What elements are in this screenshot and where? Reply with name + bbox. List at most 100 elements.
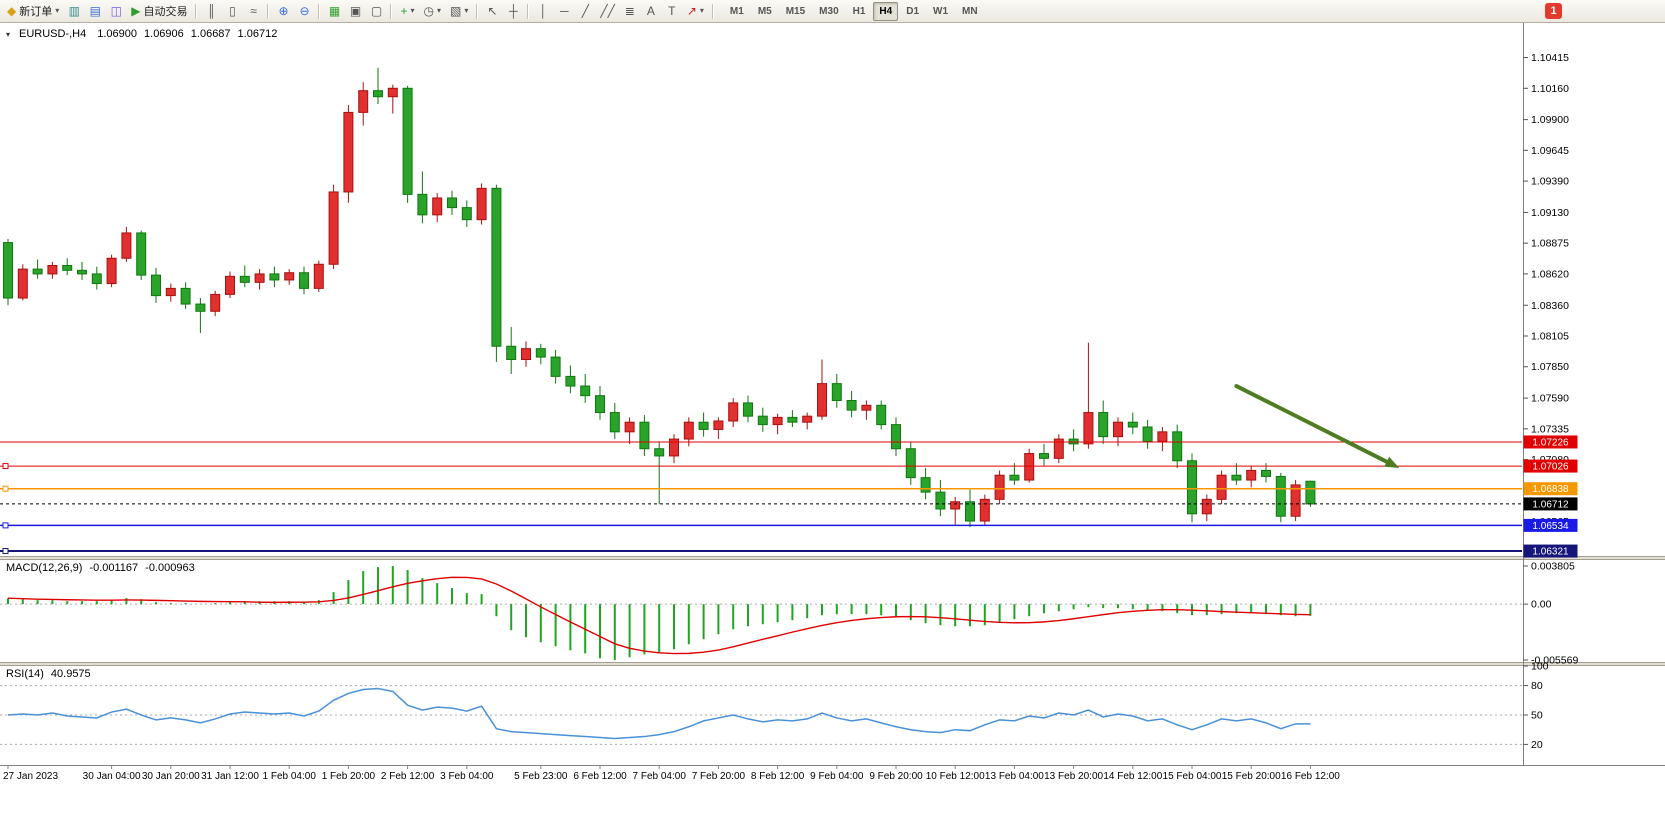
channel-tool-button[interactable]: ╱╱ bbox=[596, 1, 618, 21]
svg-text:20: 20 bbox=[1531, 739, 1543, 751]
zoom-in-button[interactable]: ⊕ bbox=[273, 1, 293, 21]
new-order-button[interactable]: ◆ 新订单 ▾ bbox=[3, 1, 63, 21]
time-scale[interactable]: 27 Jan 2023 30 Jan 04:00 30 Jan 20:00 31 Ja… bbox=[3, 765, 1340, 782]
bar-chart-button[interactable]: ║ bbox=[201, 1, 221, 21]
cascade-windows-button[interactable]: ▣ bbox=[345, 1, 365, 21]
panel-frames bbox=[0, 23, 1665, 766]
macd-indicator-label: MACD(12,26,9) -0.001167 -0.000963 bbox=[6, 562, 195, 574]
macd-signal-value: -0.000963 bbox=[145, 562, 195, 574]
svg-text:2 Feb 12:00: 2 Feb 12:00 bbox=[381, 771, 435, 782]
crosshair-icon: ┼ bbox=[509, 4, 518, 18]
fibonacci-icon: ≣ bbox=[624, 4, 635, 18]
indicators-caret-icon: ▾ bbox=[410, 6, 415, 15]
svg-text:15 Feb 20:00: 15 Feb 20:00 bbox=[1222, 771, 1281, 782]
tf-button-MN[interactable]: MN bbox=[956, 2, 984, 21]
periods-button[interactable]: ◷ ▾ bbox=[420, 1, 446, 21]
ohlc-open: 1.06900 bbox=[97, 28, 138, 40]
templates-button[interactable]: ▧ ▾ bbox=[446, 1, 472, 21]
crosshair-tool-button[interactable]: ┼ bbox=[503, 1, 523, 21]
vertical-line-tool-button[interactable]: │ bbox=[533, 1, 553, 21]
horizontal-line-icon: ─ bbox=[560, 4, 569, 18]
autotrading-play-icon: ▶ bbox=[131, 4, 141, 18]
chart-area[interactable]: 1.10415 1.10160 1.09900 1.09645 1.09390 1.091… bbox=[0, 23, 1665, 838]
timeframe-toolbar: M1 M5 M15 M30 H1 H4 D1 W1 MN bbox=[724, 1, 984, 21]
new-order-caret-icon: ▾ bbox=[55, 6, 60, 15]
arrange-windows-button[interactable]: ▢ bbox=[366, 1, 386, 21]
arrange-icon: ▢ bbox=[370, 4, 383, 18]
svg-text:9 Feb 04:00: 9 Feb 04:00 bbox=[810, 771, 864, 782]
zoom-in-icon: ⊕ bbox=[278, 4, 289, 18]
text-tool-button[interactable]: A bbox=[641, 1, 661, 21]
ohlc-high: 1.06906 bbox=[144, 28, 184, 40]
svg-text:3 Feb 04:00: 3 Feb 04:00 bbox=[440, 771, 494, 782]
tf-button-M1[interactable]: M1 bbox=[724, 2, 750, 21]
svg-text:1.09645: 1.09645 bbox=[1531, 145, 1569, 157]
autotrading-button[interactable]: ▶ 自动交易 bbox=[127, 1, 191, 21]
rsi-axis: 100 80 50 20 bbox=[0, 661, 1549, 751]
cascade-icon: ▣ bbox=[349, 4, 362, 18]
macd-main-value: -0.001167 bbox=[89, 562, 139, 574]
chart-window-icon: ▥ bbox=[68, 4, 80, 18]
cursor-tool-button[interactable]: ↖ bbox=[482, 1, 502, 21]
tf-button-M15[interactable]: M15 bbox=[780, 2, 811, 21]
horizontal-line-tool-button[interactable]: ─ bbox=[554, 1, 574, 21]
trend-arrow[interactable] bbox=[1234, 384, 1400, 468]
tf-button-H4[interactable]: H4 bbox=[873, 1, 899, 21]
price-tags: 1.07226 1.07026 1.06838 1.06534 1.06321 1.067… bbox=[1523, 435, 1578, 558]
svg-text:9 Feb 20:00: 9 Feb 20:00 bbox=[869, 771, 923, 782]
svg-text:-0.005569: -0.005569 bbox=[1531, 655, 1578, 667]
rsi-name: RSI(14) bbox=[6, 668, 44, 680]
toolbar-separator bbox=[527, 3, 530, 19]
tf-button-W1[interactable]: W1 bbox=[927, 2, 954, 21]
ohlc-close: 1.06712 bbox=[237, 28, 278, 40]
toolbar-separator bbox=[195, 3, 198, 19]
collapse-caret-icon[interactable]: ▾ bbox=[6, 29, 11, 39]
toolbar-separator bbox=[267, 3, 270, 19]
indicators-button[interactable]: + ▾ bbox=[396, 1, 418, 21]
svg-text:10 Feb 12:00: 10 Feb 12:00 bbox=[926, 771, 985, 782]
tf-button-D1[interactable]: D1 bbox=[900, 2, 925, 21]
trendline-tool-button[interactable]: ╱ bbox=[575, 1, 595, 21]
svg-text:1.09390: 1.09390 bbox=[1531, 176, 1569, 188]
indicators-plus-icon: + bbox=[400, 4, 408, 18]
svg-text:1.08360: 1.08360 bbox=[1531, 300, 1569, 312]
macd-axis: 0.003805 0.00 -0.005569 bbox=[1523, 561, 1578, 667]
tf-button-M5[interactable]: M5 bbox=[752, 2, 778, 21]
svg-text:15 Feb 04:00: 15 Feb 04:00 bbox=[1163, 771, 1222, 782]
toolbar-separator bbox=[711, 3, 714, 19]
svg-text:1.06838: 1.06838 bbox=[1532, 484, 1569, 495]
svg-text:14 Feb 12:00: 14 Feb 12:00 bbox=[1103, 771, 1162, 782]
svg-text:30 Jan 20:00: 30 Jan 20:00 bbox=[142, 771, 200, 782]
svg-text:1.06321: 1.06321 bbox=[1532, 547, 1569, 558]
profiles-button[interactable]: ▤ bbox=[85, 1, 105, 21]
tile-windows-icon: ▦ bbox=[328, 4, 341, 18]
svg-text:1.06712: 1.06712 bbox=[1532, 499, 1569, 510]
market-watch-button[interactable]: ◫ bbox=[106, 1, 126, 21]
fibonacci-tool-button[interactable]: ≣ bbox=[620, 1, 640, 21]
svg-text:30 Jan 04:00: 30 Jan 04:00 bbox=[83, 771, 141, 782]
svg-text:1 Feb 04:00: 1 Feb 04:00 bbox=[263, 771, 317, 782]
charts-button[interactable]: ▥ bbox=[64, 1, 84, 21]
chart-background bbox=[0, 23, 1665, 838]
svg-text:50: 50 bbox=[1531, 710, 1543, 722]
zoom-out-button[interactable]: ⊖ bbox=[294, 1, 314, 21]
toolbar-separator bbox=[318, 3, 321, 19]
candlestick-chart-button[interactable]: ▯ bbox=[222, 1, 242, 21]
vertical-line-icon: │ bbox=[539, 4, 548, 18]
notification-badge[interactable]: 1 bbox=[1545, 3, 1562, 19]
macd-layer bbox=[0, 566, 1522, 660]
label-tool-button[interactable]: T bbox=[662, 1, 682, 21]
line-chart-button[interactable]: ≈ bbox=[243, 1, 263, 21]
svg-text:1.07590: 1.07590 bbox=[1531, 393, 1569, 405]
main-toolbar: ◆ 新订单 ▾ ▥ ▤ ◫ ▶ 自动交易 ║ ▯ ≈ ⊕ ⊖ ▦ ▣ ▢ + ▾… bbox=[0, 0, 1665, 23]
tf-button-M30[interactable]: M30 bbox=[813, 2, 844, 21]
tile-windows-button[interactable]: ▦ bbox=[324, 1, 344, 21]
svg-text:6 Feb 12:00: 6 Feb 12:00 bbox=[573, 771, 627, 782]
horizontal-lines[interactable] bbox=[0, 441, 1522, 555]
chart-canvas[interactable]: 1.10415 1.10160 1.09900 1.09645 1.09390 1.091… bbox=[0, 23, 1665, 838]
svg-text:1.09130: 1.09130 bbox=[1531, 207, 1569, 219]
ohlc-low: 1.06687 bbox=[190, 28, 231, 40]
svg-text:5 Feb 23:00: 5 Feb 23:00 bbox=[514, 771, 568, 782]
tf-button-H1[interactable]: H1 bbox=[847, 2, 872, 21]
arrows-tool-button[interactable]: ↗ ▾ bbox=[683, 1, 708, 21]
